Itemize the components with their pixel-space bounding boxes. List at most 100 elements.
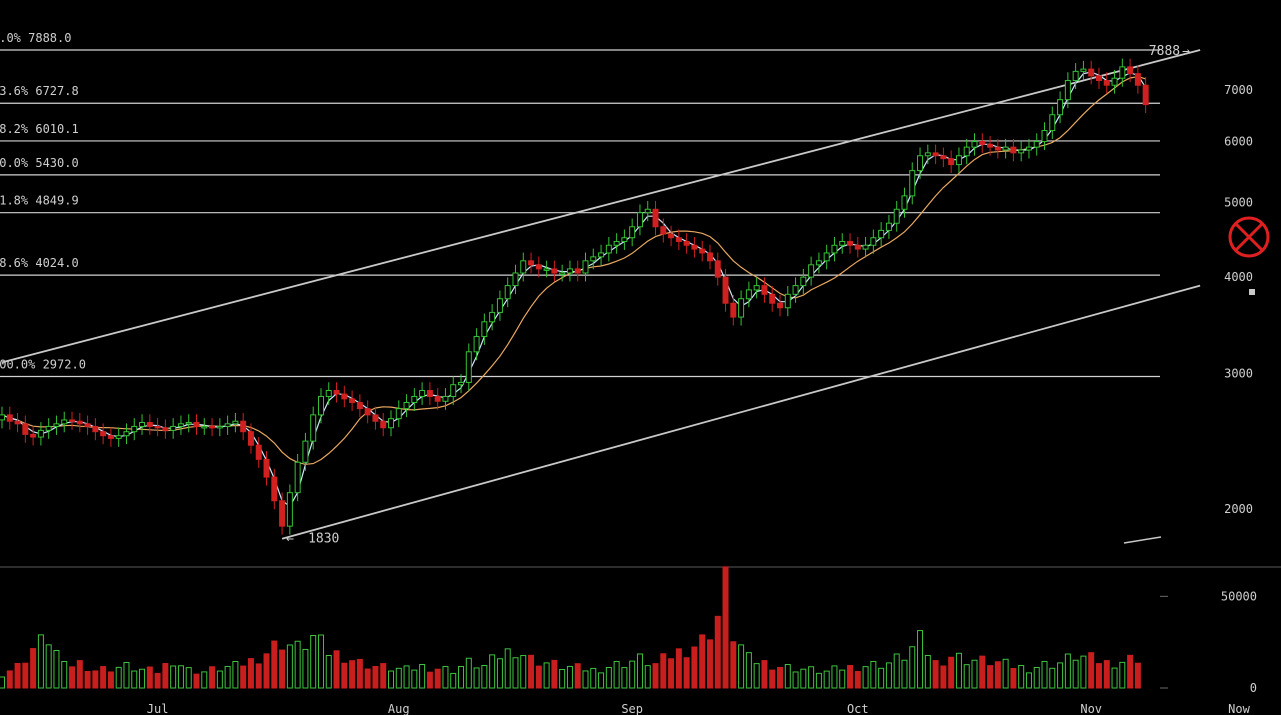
candle	[30, 426, 37, 446]
x-tick-4: Nov	[1080, 702, 1102, 715]
volume-bar	[209, 666, 216, 689]
volume-bar	[310, 635, 317, 689]
candle	[84, 415, 91, 435]
candle	[146, 414, 153, 435]
volume-bar	[146, 666, 153, 689]
volume-bar	[240, 665, 247, 689]
volume-bar	[893, 653, 900, 689]
volume-bar	[279, 649, 286, 689]
volume-bar	[434, 668, 441, 689]
ma-fast-line	[1, 71, 1147, 508]
volume-bar	[847, 664, 854, 689]
volume-bar	[714, 615, 721, 689]
volume-bar	[317, 634, 324, 689]
candle	[1134, 65, 1141, 94]
price-tick-1: 3000	[1224, 366, 1253, 380]
candle	[1142, 76, 1149, 114]
candle	[582, 252, 589, 282]
candle	[885, 214, 892, 239]
x-tick-0: Jul	[147, 702, 169, 715]
candle	[621, 229, 628, 250]
high-annotation: 7888	[1149, 44, 1180, 59]
candle	[341, 385, 348, 408]
candle	[1088, 60, 1095, 85]
candle	[878, 222, 885, 247]
candle	[504, 277, 511, 308]
candle	[434, 388, 441, 410]
candle	[528, 252, 535, 274]
volume-bar	[808, 666, 815, 689]
drag-handle-icon[interactable]	[1249, 289, 1255, 295]
candle	[636, 204, 643, 236]
candle	[473, 328, 480, 361]
candle	[823, 244, 830, 270]
volume-bar	[170, 665, 177, 689]
price-tick-3: 5000	[1224, 196, 1253, 210]
fib-label-3: 50.0% 5430.0	[0, 156, 79, 170]
candle	[193, 414, 200, 435]
volume-bar	[971, 659, 978, 689]
volume-bar	[543, 662, 550, 689]
volume-bar	[162, 663, 169, 689]
volume-bar	[107, 671, 114, 689]
channel-lines	[1, 49, 1201, 540]
volume-bar	[76, 660, 83, 689]
remove-drawing-icon[interactable]	[1228, 216, 1270, 258]
candle	[115, 427, 122, 447]
candle	[139, 414, 146, 435]
candle	[53, 415, 60, 435]
volume-bar	[185, 667, 192, 689]
volume-bar	[1095, 663, 1102, 689]
volume-bar	[831, 665, 838, 689]
volume-bar	[123, 662, 130, 689]
candle	[45, 418, 52, 439]
candle	[769, 286, 776, 312]
candle	[37, 422, 44, 446]
candle	[356, 394, 363, 418]
candle	[940, 147, 947, 168]
volume-bar	[909, 646, 916, 689]
candle	[107, 427, 114, 447]
candle	[302, 432, 309, 471]
candle	[69, 411, 76, 430]
volume-bar	[177, 665, 184, 689]
candle	[364, 400, 371, 424]
candle	[963, 138, 970, 165]
volume-bar	[45, 644, 52, 689]
candle	[714, 252, 721, 286]
volume-bar	[216, 670, 223, 689]
volume-bar	[37, 634, 44, 689]
volume-bar	[901, 659, 908, 689]
candle	[240, 412, 247, 441]
candle	[1119, 58, 1126, 87]
candle	[1072, 63, 1079, 89]
volume-bar	[22, 662, 29, 689]
volume-bar	[683, 657, 690, 689]
volume-bar	[333, 650, 340, 689]
volume-bar	[629, 660, 636, 689]
volume-bar	[955, 652, 962, 689]
volume-bar	[668, 658, 675, 689]
fib-label-5: 78.6% 4024.0	[0, 256, 79, 270]
volume-bar	[1134, 662, 1141, 689]
candle	[722, 268, 729, 312]
candle	[924, 144, 931, 165]
fib-label-6: 100.0% 2972.0	[0, 358, 86, 372]
volume-bar	[395, 667, 402, 689]
candle	[994, 138, 1001, 159]
volume-bar	[92, 670, 99, 689]
candle	[263, 451, 270, 486]
volume-bar	[512, 657, 519, 689]
volume-bar	[302, 648, 309, 689]
candle	[388, 410, 394, 437]
candle	[644, 200, 651, 222]
candle	[917, 147, 924, 180]
volume-bar	[442, 666, 449, 689]
volume-bar	[566, 665, 573, 689]
candle	[185, 414, 192, 433]
candle	[909, 162, 916, 205]
volume-bar	[948, 656, 955, 689]
candle	[706, 244, 713, 270]
volume-bar	[1010, 668, 1017, 689]
candle	[170, 418, 177, 439]
